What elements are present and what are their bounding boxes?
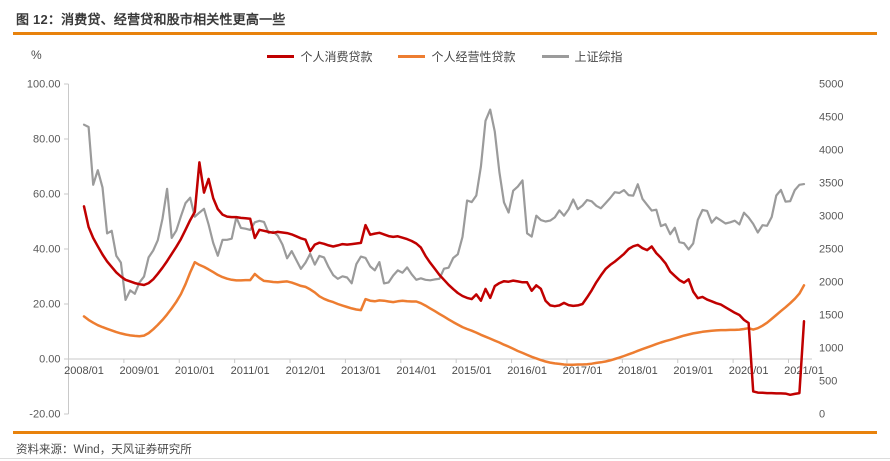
business-loan-line bbox=[82, 260, 806, 367]
x-axis-label: 2014/01 bbox=[396, 365, 436, 377]
x-axis-label: 2010/01 bbox=[175, 365, 215, 377]
right-axis-label: 0 bbox=[819, 409, 825, 421]
left-axis-label: -20.00 bbox=[29, 409, 60, 421]
chart-legend: 个人消费贷款 个人经营性贷款 上证综指 bbox=[0, 48, 890, 65]
left-axis-label: 60.00 bbox=[33, 189, 61, 201]
x-axis-label: 2019/01 bbox=[673, 365, 713, 377]
page-bottom-border bbox=[0, 458, 890, 459]
x-axis-label: 2015/01 bbox=[452, 365, 492, 377]
left-axis-label: 40.00 bbox=[33, 244, 61, 256]
legend-item-business-loan: 个人经营性贷款 bbox=[398, 48, 516, 65]
x-axis-label: 2013/01 bbox=[341, 365, 381, 377]
x-axis-label: 2008/01 bbox=[64, 365, 104, 377]
left-axis-label: 0.00 bbox=[39, 354, 60, 366]
right-axis-label: 5000 bbox=[819, 79, 843, 91]
sse-index-line bbox=[82, 108, 806, 301]
x-axis-label: 2017/01 bbox=[563, 365, 603, 377]
x-axis-label: 2020/01 bbox=[729, 365, 769, 377]
left-axis-unit: % bbox=[31, 48, 42, 62]
line-chart: 100.0080.0060.0040.0020.000.00-20.005000… bbox=[27, 79, 844, 421]
legend-swatch-business-loan-icon bbox=[398, 55, 426, 58]
right-axis-label: 4500 bbox=[819, 112, 843, 124]
consumer-loan-line bbox=[82, 161, 806, 397]
right-axis-label: 2500 bbox=[819, 244, 843, 256]
x-axis-label: 2012/01 bbox=[286, 365, 326, 377]
legend-swatch-sse-index-icon bbox=[541, 55, 569, 58]
right-axis-label: 4000 bbox=[819, 145, 843, 157]
legend-item-sse-index: 上证综指 bbox=[541, 48, 623, 65]
x-axis-label: 2018/01 bbox=[618, 365, 658, 377]
right-axis-label: 1000 bbox=[819, 343, 843, 355]
source-note: 资料来源：Wind，天风证券研究所 bbox=[16, 444, 192, 456]
left-axis-label: 100.00 bbox=[27, 79, 61, 91]
right-axis-label: 2000 bbox=[819, 277, 843, 289]
legend-label-consumer-loan: 个人消费贷款 bbox=[300, 50, 373, 64]
legend-label-sse-index: 上证综指 bbox=[574, 50, 623, 64]
footer-divider bbox=[13, 431, 877, 434]
left-axis-label: 20.00 bbox=[33, 299, 61, 311]
x-axis-label: 2011/01 bbox=[231, 365, 270, 377]
left-axis-label: 80.00 bbox=[33, 134, 61, 146]
right-axis-label: 500 bbox=[819, 376, 837, 388]
right-axis-label: 1500 bbox=[819, 310, 843, 322]
x-axis-label: 2016/01 bbox=[507, 365, 547, 377]
legend-label-business-loan: 个人经营性贷款 bbox=[431, 50, 516, 64]
x-axis-label: 2009/01 bbox=[120, 365, 160, 377]
figure-title: 图 12：消费贷、经营贷和股市相关性更高一些 bbox=[16, 12, 286, 27]
right-axis-label: 3000 bbox=[819, 211, 843, 223]
right-axis-label: 3500 bbox=[819, 178, 843, 190]
x-axis-label: 2021/01 bbox=[784, 365, 824, 377]
legend-item-consumer-loan: 个人消费贷款 bbox=[267, 48, 372, 65]
title-divider bbox=[13, 32, 877, 35]
legend-swatch-consumer-loan-icon bbox=[267, 55, 295, 58]
